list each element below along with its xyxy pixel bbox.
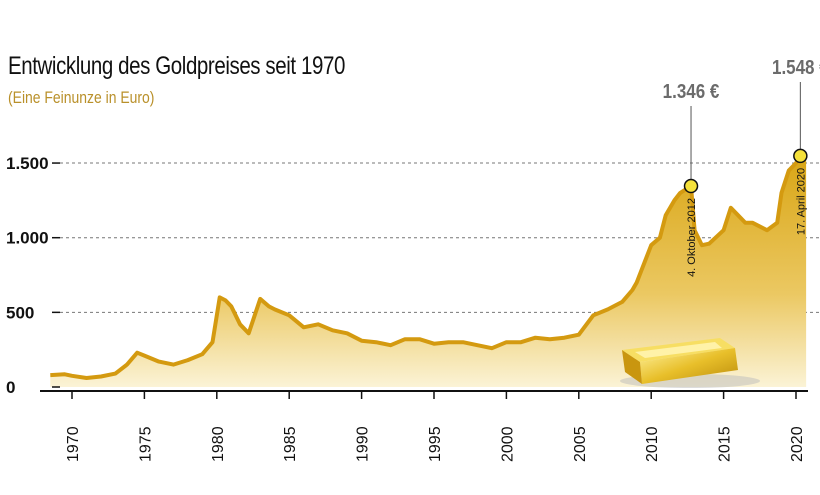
annotation-value: 1.548 € — [772, 56, 820, 79]
x-tick-label: 2005 — [572, 426, 589, 462]
annotation-date: 17. April 2020 — [795, 168, 807, 235]
x-tick-label: 1980 — [210, 426, 227, 462]
gold-bar-illustration — [620, 338, 760, 388]
y-tick-label: 1.000 — [6, 229, 49, 248]
x-tick-label: 2000 — [499, 426, 516, 462]
price-area — [50, 154, 807, 387]
y-tick-label: 0 — [6, 378, 15, 397]
y-tick-label: 500 — [6, 303, 34, 322]
annotation-value: 1.346 € — [663, 80, 720, 103]
chart-title: Entwicklung des Goldpreises seit 1970 — [8, 52, 345, 80]
price-line — [50, 152, 807, 380]
annotation-marker — [683, 178, 699, 194]
x-tick-label: 1970 — [65, 426, 82, 462]
x-tick-label: 1995 — [427, 426, 444, 462]
x-tick-label: 2015 — [717, 426, 734, 462]
x-tick-label: 1975 — [137, 426, 154, 462]
x-tick-label: 2020 — [789, 426, 806, 462]
x-tick-label: 1985 — [282, 426, 299, 462]
chart-subtitle: (Eine Feinunze in Euro) — [8, 88, 155, 107]
annotation-date: 4. Oktober 2012 — [686, 198, 698, 277]
annotation-marker — [793, 148, 808, 164]
x-tick-label: 2010 — [644, 426, 661, 462]
y-tick-label: 1.500 — [6, 154, 49, 173]
x-tick-label: 1990 — [355, 426, 372, 462]
